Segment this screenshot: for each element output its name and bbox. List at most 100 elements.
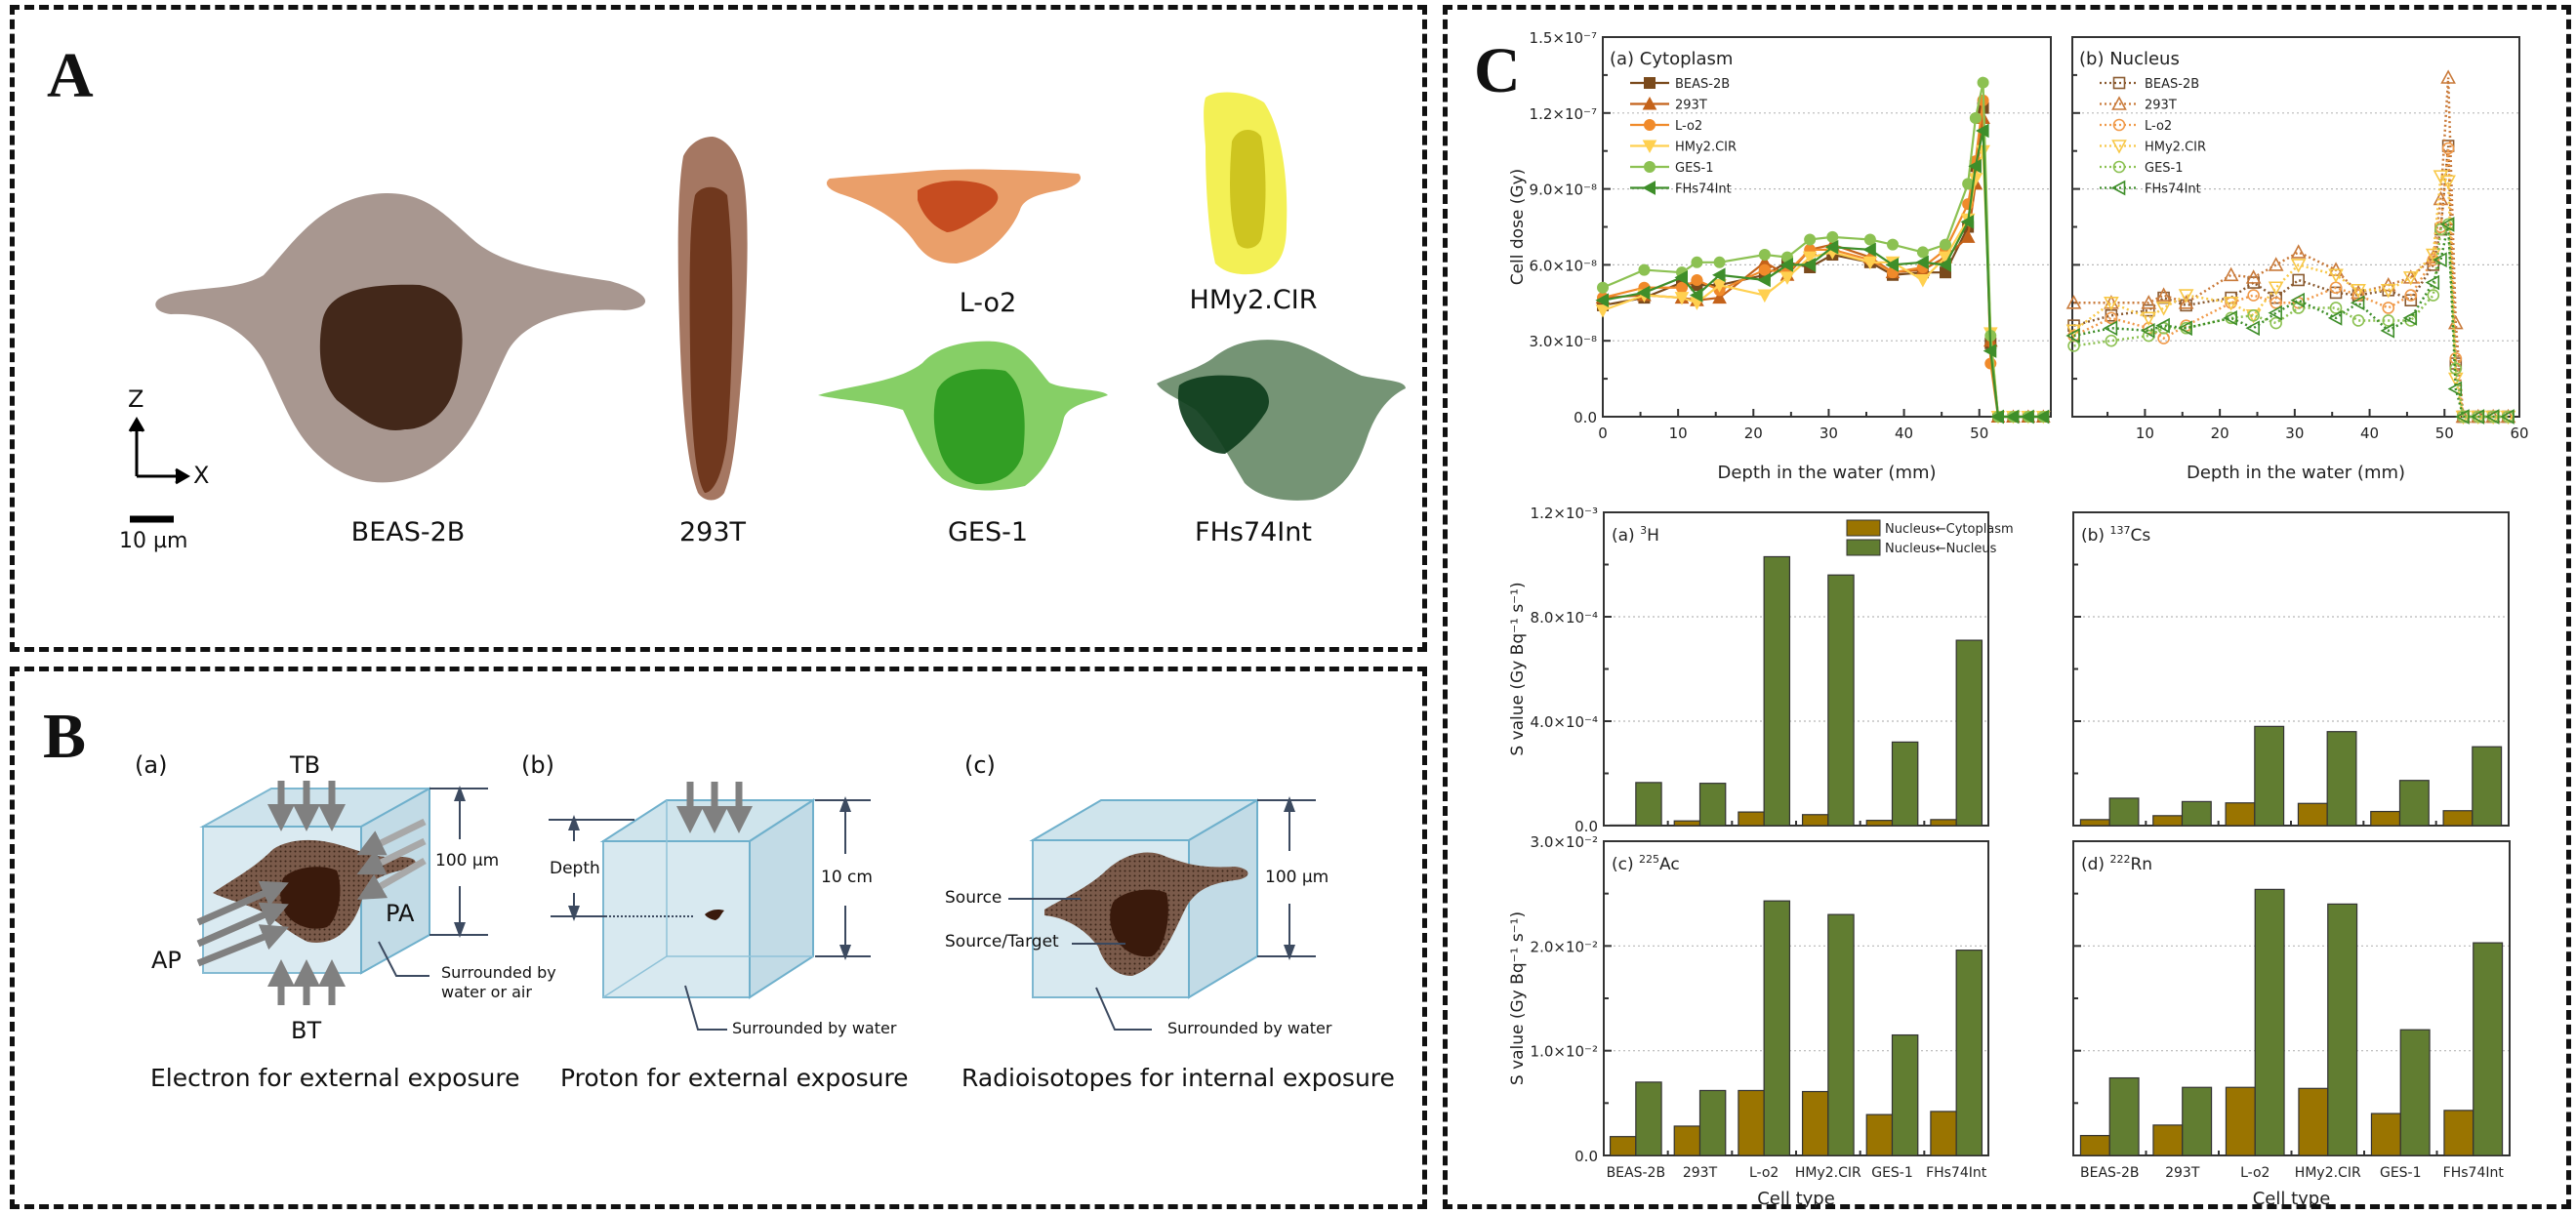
data-point xyxy=(2223,266,2239,282)
bar-Nucleus←Cytoplasm xyxy=(1609,1136,1637,1156)
bar-Nucleus←Nucleus xyxy=(1891,1033,1919,1156)
data-point xyxy=(1940,238,1951,251)
data-point xyxy=(2155,287,2172,302)
data-point xyxy=(2067,340,2080,352)
data-point xyxy=(2455,409,2470,425)
data-point xyxy=(1969,111,1982,124)
data-point xyxy=(1757,289,1773,304)
x-tick-label: FHs74Int xyxy=(1926,1165,1987,1181)
data-point xyxy=(2223,310,2237,326)
data-point xyxy=(2247,308,2260,322)
data-point xyxy=(2500,409,2515,425)
legend-item: HMy2.CIR xyxy=(2100,140,2206,155)
data-point xyxy=(2021,409,2034,425)
bar-Nucleus←Cytoplasm xyxy=(1738,811,1765,827)
bar-Nucleus←Nucleus xyxy=(1891,741,1919,827)
legend-label: BEAS-2B xyxy=(1675,77,1730,92)
data-point xyxy=(2268,304,2282,321)
cell-model-293t xyxy=(677,137,748,501)
y-tick-label: 9.0×10⁻⁸ xyxy=(1530,182,1597,199)
bar-Nucleus←Cytoplasm xyxy=(2225,802,2256,827)
data-point xyxy=(2268,257,2284,271)
y-tick-label: 2.0×10⁻² xyxy=(1531,938,1598,955)
surround-label-a-1: Surrounded by xyxy=(441,963,556,982)
data-point xyxy=(1885,258,1899,272)
legend-marker xyxy=(1644,161,1656,173)
legend-swatch xyxy=(1846,539,1881,556)
data-point xyxy=(1915,255,1929,270)
bar-Nucleus←Nucleus xyxy=(2399,1029,2431,1156)
bar-Nucleus←Nucleus xyxy=(2398,780,2430,827)
chart-title: (d) 222Rn xyxy=(2081,853,2152,874)
y-tick-label: 3.0×10⁻² xyxy=(1531,833,1598,851)
bar-Nucleus←Cytoplasm xyxy=(2370,810,2401,827)
cell-model-fhs74int xyxy=(1157,340,1406,501)
bar-Nucleus←Nucleus xyxy=(2326,731,2357,827)
data-point xyxy=(1916,246,1929,259)
legend-marker xyxy=(2112,118,2126,132)
data-point xyxy=(2035,409,2050,425)
beam-arrows-tb xyxy=(267,781,346,831)
data-point xyxy=(1691,273,1703,286)
x-tick-label: 50 xyxy=(1970,425,1988,442)
label-ap: AP xyxy=(151,947,182,974)
bar-Nucleus←Nucleus xyxy=(1635,782,1662,827)
y-tick-label: 1.5×10⁻⁷ xyxy=(1530,29,1597,47)
bar-Nucleus←Cytoplasm xyxy=(2152,1124,2184,1156)
legend-label: L-o2 xyxy=(1675,119,1702,134)
chart-title: (b) Nucleus xyxy=(2079,49,2180,69)
legend-item: GES-1 xyxy=(2100,160,2184,176)
cell-label-ges-1: GES-1 xyxy=(947,517,1029,547)
data-point xyxy=(1938,258,1951,272)
chart-cytoplasm: 0.0 3.0×10⁻⁸ 6.0×10⁻⁸ 9.0×10⁻⁸ 1.2×10⁻⁷ 1.5×1… xyxy=(1508,29,2052,483)
series-line xyxy=(2072,174,2509,419)
legend-item: GES-1 xyxy=(1630,161,1714,176)
data-point xyxy=(2155,302,2172,316)
data-point xyxy=(1826,230,1839,243)
series-line xyxy=(2073,145,2509,419)
bar-Nucleus←Cytoplasm xyxy=(2370,1113,2401,1156)
x-tick-label: L-o2 xyxy=(2240,1165,2269,1181)
data-point xyxy=(1713,256,1726,268)
x-tick-label: 0 xyxy=(1598,425,1608,442)
data-point xyxy=(2484,409,2500,425)
legend-marker xyxy=(2110,180,2126,196)
series-line xyxy=(2073,223,2509,419)
y-axis-label: Cell dose (Gy) xyxy=(1508,169,1528,286)
cell-label-293t: 293T xyxy=(678,517,747,547)
series-FHs74Int xyxy=(2065,217,2515,425)
data-point xyxy=(2155,317,2170,334)
y-tick-label: 0.0 xyxy=(1574,409,1597,426)
cell-label-fhs74int: FHs74Int xyxy=(1195,517,1312,547)
x-tick-label: GES-1 xyxy=(1871,1165,1913,1181)
data-point xyxy=(2351,284,2366,299)
legend-label: GES-1 xyxy=(2145,161,2184,176)
data-point xyxy=(2105,311,2118,325)
x-tick-label: HMy2.CIR xyxy=(2295,1165,2361,1181)
bar-Nucleus←Cytoplasm xyxy=(1609,824,1637,827)
legend-item: Nucleus←Cytoplasm xyxy=(1846,519,2014,537)
bar-Nucleus←Nucleus xyxy=(2473,942,2504,1156)
data-point xyxy=(2005,409,2020,425)
chart-title: (c) 225Ac xyxy=(1612,853,1680,874)
data-point xyxy=(1862,256,1878,270)
data-point xyxy=(1863,233,1876,246)
data-point xyxy=(1779,258,1793,272)
data-point xyxy=(2328,268,2344,283)
legend-label: Nucleus←Cytoplasm xyxy=(1885,522,2014,537)
x-tick-label: 293T xyxy=(2165,1165,2200,1181)
legend-label: 293T xyxy=(1675,99,1707,113)
data-point xyxy=(1824,239,1839,255)
leader-line-b xyxy=(684,985,727,1031)
data-point xyxy=(1757,272,1771,288)
axis-x-label: X xyxy=(193,462,210,489)
legend-item: 293T xyxy=(2100,96,2177,113)
data-point xyxy=(2103,320,2118,337)
cube-b xyxy=(549,782,871,1031)
data-point xyxy=(1597,281,1609,294)
data-point xyxy=(2433,170,2449,184)
series-line xyxy=(1602,100,2044,419)
data-point xyxy=(1779,271,1795,285)
series-line xyxy=(2073,77,2509,419)
